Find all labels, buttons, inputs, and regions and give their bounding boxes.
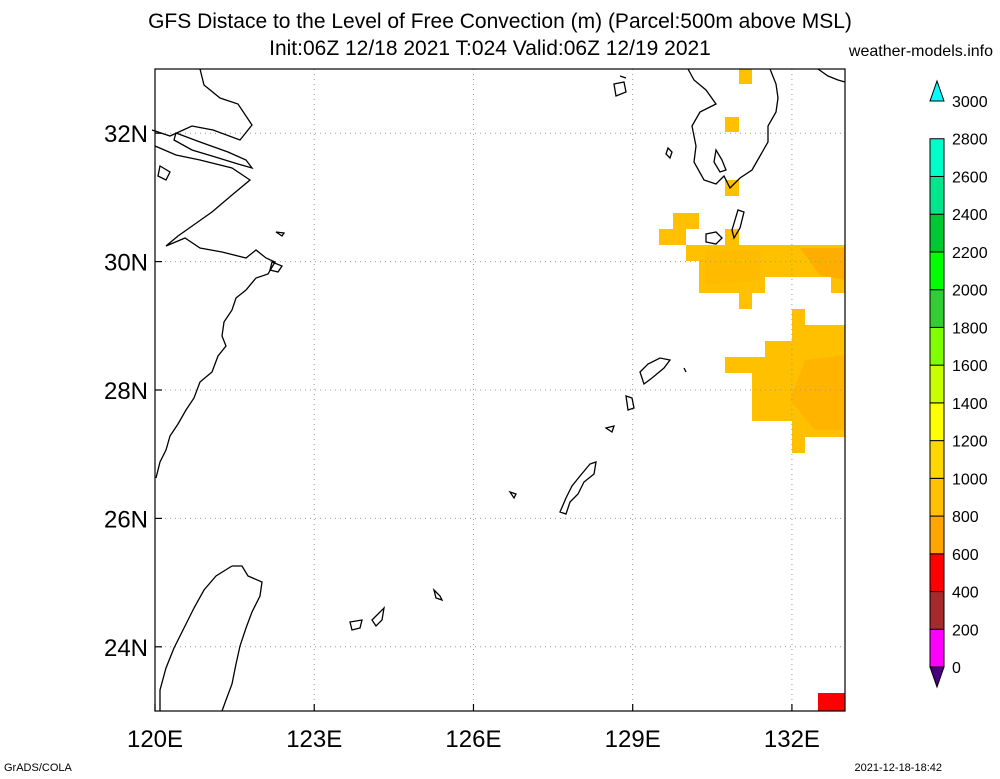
- lon-tick-label: 126E: [445, 726, 501, 753]
- island-small: [157, 164, 171, 181]
- colorbar-segment: [929, 440, 945, 479]
- coastline-kyushu: [687, 68, 779, 190]
- island-goto: [613, 75, 627, 97]
- colorbar-label: 600: [952, 547, 979, 564]
- colorbar-segment: [929, 326, 945, 366]
- colorbar-segment: [929, 628, 945, 668]
- lat-tick-label: 26N: [104, 506, 148, 533]
- colorbar-label: 800: [952, 509, 979, 526]
- island-ishigaki: [371, 606, 385, 628]
- colorbar-segment: [929, 402, 945, 442]
- lon-tick-label: 132E: [764, 726, 820, 753]
- map-title: GFS Distace to the Level of Free Convect…: [148, 10, 852, 33]
- lon-tick-label: 123E: [286, 726, 342, 753]
- colorbar-segment: [929, 251, 945, 291]
- colorbar-label: 2400: [952, 207, 988, 224]
- colorbar-label: 1800: [952, 320, 988, 337]
- colorbar-label: 2600: [952, 169, 988, 186]
- lat-tick-label: 28N: [104, 378, 148, 405]
- colorbar-segment: [929, 477, 945, 517]
- coastline-kyushu-north: [817, 68, 846, 83]
- lat-axis: 24N 26N 28N 30N 32N: [104, 121, 162, 662]
- colorbar-label: 2000: [952, 283, 988, 300]
- shade-patch: [705, 250, 760, 285]
- lfc-shading: [659, 69, 845, 711]
- island-zhoushan: [269, 231, 286, 273]
- colorbar-label: 2200: [952, 245, 988, 262]
- island-okinawa: [559, 461, 597, 515]
- island-tanegashima: [731, 209, 745, 240]
- colorbar-segment: [929, 515, 945, 555]
- colorbar-segment: [929, 289, 945, 328]
- lon-tick-label: 120E: [127, 726, 183, 753]
- grid-lines: [154, 69, 845, 711]
- shade-patch: [800, 248, 845, 280]
- island-kume: [508, 490, 517, 500]
- colorbar-label: 1200: [952, 434, 988, 451]
- colorbar-label: 1400: [952, 396, 988, 413]
- coastline-china: [151, 68, 276, 479]
- island-miyako: [432, 587, 444, 602]
- colorbar-segment: [929, 553, 945, 593]
- island-tokunoshima: [625, 395, 635, 411]
- colorbar: 0 200 400 600 800 1000 1200 1400 1600 1800 2000 220…: [929, 79, 988, 689]
- lat-tick-label: 30N: [104, 250, 148, 277]
- colorbar-min-arrow: [929, 666, 945, 689]
- colorbar-label: 2800: [952, 132, 988, 149]
- footer-credit: GrADS/COLA: [4, 762, 72, 774]
- coastline-yangtze: [173, 132, 254, 170]
- map-subtitle: Init:06Z 12/18 2021 T:024 Valid:06Z 12/1…: [269, 37, 711, 60]
- colorbar-label: 1600: [952, 358, 988, 375]
- colorbar-label: 200: [952, 622, 979, 639]
- colorbar-max-arrow: [929, 79, 945, 102]
- colorbar-segment: [929, 213, 945, 253]
- colorbar-label: 3000: [952, 94, 988, 111]
- colorbar-segment: [929, 591, 945, 630]
- lon-tick-label: 129E: [605, 726, 661, 753]
- island-kikai: [683, 367, 687, 373]
- lat-tick-label: 32N: [104, 121, 148, 148]
- lon-axis: 120E 123E 126E 129E 132E: [127, 704, 820, 753]
- shade-cell: [739, 69, 752, 84]
- island-okinoerabu: [604, 425, 615, 434]
- colorbar-segment: [929, 364, 945, 404]
- colorbar-label: 400: [952, 585, 979, 602]
- footer-timestamp: 2021-12-18-18:42: [854, 762, 942, 774]
- colorbar-label: 1000: [952, 471, 988, 488]
- shade-patch: [790, 355, 845, 430]
- island-amami: [639, 357, 672, 386]
- coastlines: [151, 68, 846, 712]
- island-yakushima: [705, 231, 723, 245]
- shade-cell: [725, 117, 739, 132]
- site-label: weather-models.info: [848, 43, 993, 60]
- lat-tick-label: 24N: [104, 635, 148, 662]
- coastline-taiwan: [159, 565, 263, 712]
- coastline-kyushu-bay: [713, 148, 727, 173]
- colorbar-segment: [929, 138, 945, 177]
- island-iriomote: [349, 619, 363, 631]
- colorbar-label: 0: [952, 660, 961, 677]
- island-koshiki: [665, 146, 673, 160]
- shade-cell-red: [818, 693, 845, 711]
- colorbar-segment: [929, 175, 945, 215]
